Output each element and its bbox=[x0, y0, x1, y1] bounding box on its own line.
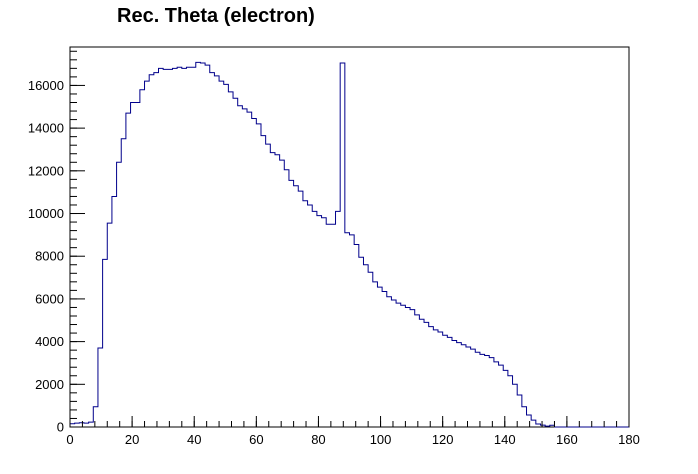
x-tick-label: 80 bbox=[311, 432, 325, 447]
x-tick-label: 140 bbox=[494, 432, 516, 447]
x-tick-label: 160 bbox=[556, 432, 578, 447]
x-tick-label: 40 bbox=[187, 432, 201, 447]
x-tick-label: 120 bbox=[432, 432, 454, 447]
x-tick-label: 0 bbox=[66, 432, 73, 447]
y-tick-label: 2000 bbox=[35, 377, 64, 392]
y-tick-label: 8000 bbox=[35, 249, 64, 264]
y-tick-label: 12000 bbox=[28, 163, 64, 178]
y-tick-label: 16000 bbox=[28, 78, 64, 93]
chart-title: Rec. Theta (electron) bbox=[117, 5, 315, 27]
y-tick-label: 4000 bbox=[35, 334, 64, 349]
histogram-line bbox=[69, 61, 629, 428]
x-tick-label: 60 bbox=[249, 432, 263, 447]
y-tick-label: 0 bbox=[57, 420, 64, 435]
y-tick-label: 14000 bbox=[28, 121, 64, 136]
x-tick-label: 180 bbox=[618, 432, 640, 447]
x-tick-label: 20 bbox=[125, 432, 139, 447]
y-tick-label: 10000 bbox=[28, 206, 64, 221]
plot-frame bbox=[69, 46, 630, 428]
y-tick-label: 6000 bbox=[35, 291, 64, 306]
x-tick-label: 100 bbox=[370, 432, 392, 447]
